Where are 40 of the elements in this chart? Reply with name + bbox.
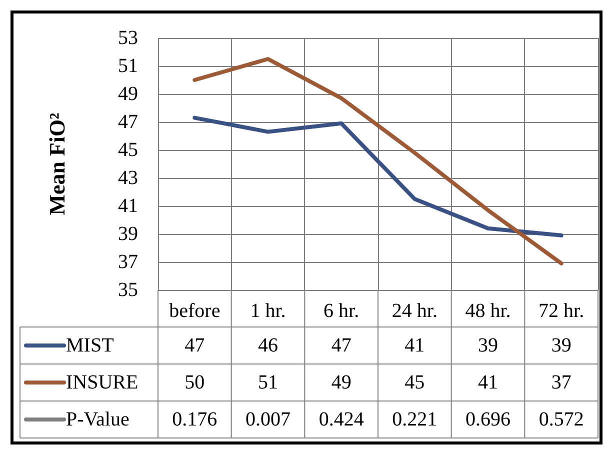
text: 0.221 — [392, 408, 438, 430]
x-tick-label: 72 hr. — [538, 300, 584, 322]
text: 0.572 — [538, 408, 584, 430]
data-label: 41 — [404, 334, 425, 356]
y-tick-label: 53 — [118, 27, 138, 49]
y-axis-title: Mean FiO² — [44, 112, 70, 216]
y-tick-label: 47 — [118, 111, 138, 133]
data-label: 45 — [404, 372, 425, 394]
text: 0.007 — [246, 408, 290, 430]
y-tick-label: 35 — [118, 279, 138, 301]
x-tick-label: 48 hr. — [465, 300, 511, 322]
line-series — [192, 57, 564, 266]
data-label: 47 — [331, 334, 352, 356]
x-tick-label: 1 hr. — [250, 300, 286, 322]
x-tick-label: before — [169, 300, 220, 322]
line-series — [192, 116, 564, 238]
x-tick-label: 24 hr. — [392, 300, 438, 322]
data-label: 46 — [258, 334, 278, 356]
data-label: 39 — [551, 334, 572, 356]
y-tick-label: 37 — [118, 251, 138, 273]
y-tick-label: 45 — [118, 139, 138, 161]
y-tick-label: 49 — [118, 83, 138, 105]
y-tick-label: 41 — [118, 195, 138, 217]
data-label: 47 — [184, 334, 205, 356]
legend-label: INSURE — [66, 372, 138, 394]
x-tick-label: 6 hr. — [324, 300, 360, 322]
text: 0.176 — [172, 408, 218, 430]
legend-label: P-Value — [66, 408, 130, 430]
y-tick-label: 51 — [118, 55, 138, 77]
text: 0.424 — [318, 408, 364, 430]
y-tick-label: 39 — [118, 223, 138, 245]
y-tick-label: 43 — [118, 167, 138, 189]
legend-label: MIST — [66, 334, 114, 356]
data-label: 49 — [331, 372, 352, 394]
data-label: 51 — [258, 372, 278, 394]
data-label: 41 — [478, 372, 498, 394]
data-label: 37 — [551, 372, 572, 394]
data-label: 50 — [184, 372, 205, 394]
text: 0.696 — [466, 408, 510, 430]
data-label: 39 — [478, 334, 498, 356]
